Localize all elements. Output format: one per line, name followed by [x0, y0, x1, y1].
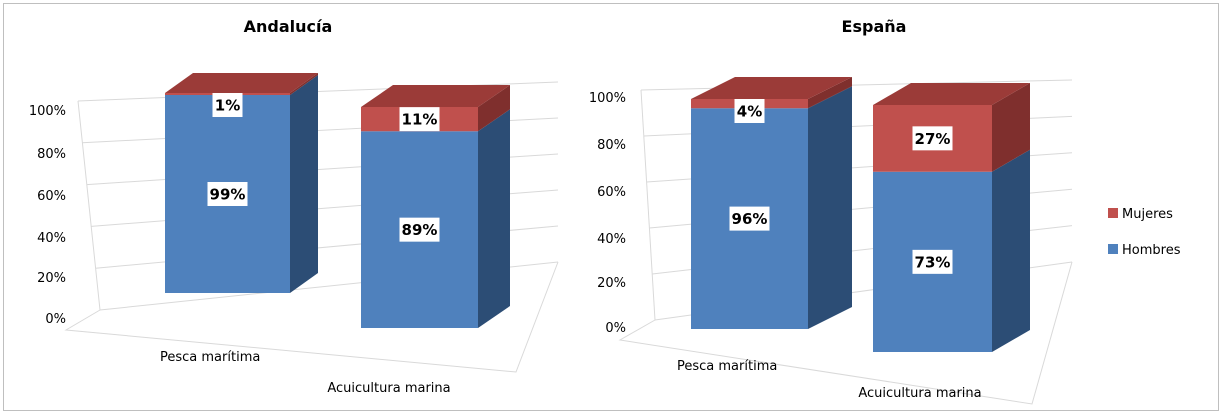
chart-1: Andalucía 0% 20% 40% 60% 80% 100% Pesca marítim…	[29, 17, 559, 396]
bar-top	[361, 85, 510, 107]
bar-top	[691, 77, 852, 99]
bar-hombres-side	[992, 149, 1030, 352]
y-tick-label: 20%	[37, 271, 66, 286]
chart-frame	[3, 3, 1219, 411]
data-label-hombres-box	[207, 182, 248, 206]
category-label: Pesca marítima	[160, 350, 260, 365]
bar-mujeres-side	[290, 73, 318, 95]
bar-mujeres-side	[992, 83, 1030, 172]
y-tick-label: 100%	[29, 104, 66, 119]
category-label: Pesca marítima	[677, 359, 777, 374]
data-label-mujeres: 1%	[215, 97, 240, 115]
bar-hombres-side	[808, 86, 852, 329]
left-wall-edge	[77, 100, 101, 311]
bar-group: 96% 4%	[691, 77, 852, 329]
floor-outline	[618, 261, 1073, 405]
y-tick-label: 40%	[37, 231, 66, 246]
bar-mujeres-side	[478, 85, 510, 132]
legend-label: Mujeres	[1122, 207, 1173, 222]
left-wall-edge	[640, 89, 656, 321]
y-tick-label: 60%	[37, 189, 66, 204]
bar-top	[873, 83, 1030, 105]
legend-label: Hombres	[1122, 243, 1181, 258]
y-tick-label: 100%	[589, 91, 626, 106]
chart-title: Andalucía	[244, 17, 333, 36]
data-label-hombres: 96%	[732, 210, 768, 228]
legend: Mujeres Hombres	[1108, 207, 1181, 258]
data-label-mujeres: 4%	[737, 103, 762, 121]
bar-top	[165, 73, 318, 93]
data-label-mujeres-box	[912, 126, 953, 151]
y-tick-label: 0%	[605, 321, 626, 336]
data-label-mujeres: 27%	[915, 130, 951, 148]
legend-swatch	[1108, 244, 1118, 254]
category-label: Acuicultura marina	[858, 386, 981, 401]
y-tick-label: 40%	[597, 232, 626, 247]
category-label: Acuicultura marina	[327, 381, 450, 396]
bar-hombres-side	[478, 109, 510, 328]
bar-group: 89% 11%	[361, 85, 510, 328]
bar-group: 73% 27%	[873, 83, 1030, 352]
bar-group: 99% 1%	[165, 73, 318, 293]
chart-2: España 0% 20% 40% 60% 80% 100% Pesca marítima Ac…	[589, 17, 1073, 405]
y-tick-label: 0%	[45, 312, 66, 327]
data-label-mujeres: 11%	[402, 111, 438, 129]
y-tick-label: 60%	[597, 185, 626, 200]
data-label-hombres-box	[399, 217, 440, 242]
chart-title: España	[842, 17, 907, 36]
legend-swatch	[1108, 208, 1118, 218]
data-label-mujeres-box	[734, 99, 765, 123]
bar-mujeres-side	[808, 77, 852, 109]
data-label-hombres-box	[912, 249, 953, 274]
bar-hombres-side	[290, 75, 318, 293]
data-label-mujeres-box	[399, 107, 440, 132]
data-label-hombres-box	[729, 206, 770, 231]
data-label-hombres: 89%	[402, 221, 438, 239]
data-label-hombres: 99%	[210, 186, 246, 204]
data-label-mujeres-box	[212, 93, 243, 117]
data-label-hombres: 73%	[915, 253, 951, 271]
y-tick-label: 20%	[597, 276, 626, 291]
y-tick-label: 80%	[597, 138, 626, 153]
y-tick-label: 80%	[37, 147, 66, 162]
floor-outline	[64, 261, 559, 373]
